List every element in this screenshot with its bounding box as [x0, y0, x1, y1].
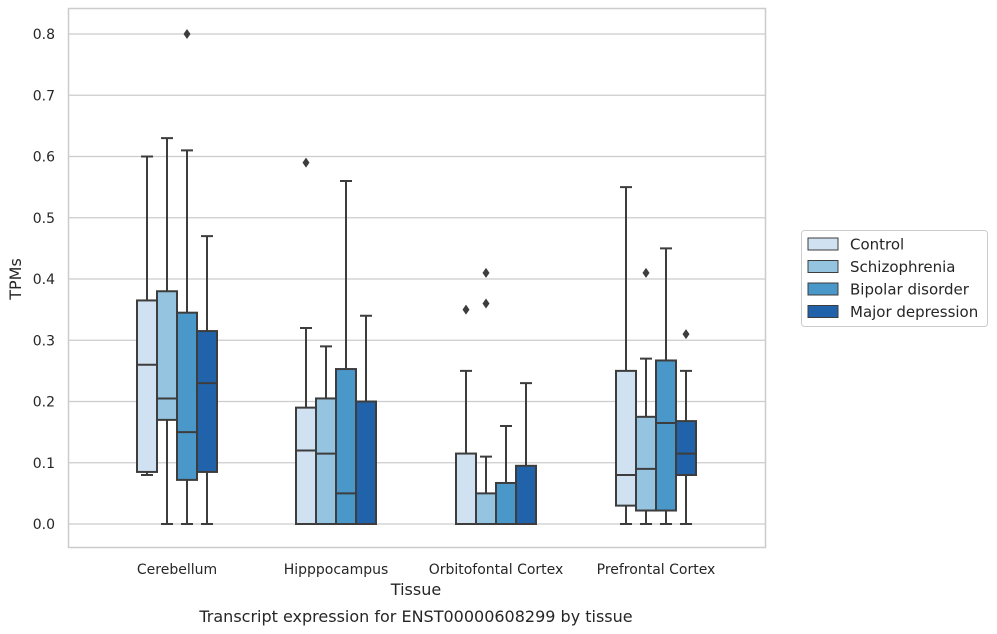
y-tick-label: 0.1 — [33, 456, 55, 472]
x-tick-label: Prefrontal Cortex — [597, 562, 716, 578]
legend: Control Schizophrenia Bipolar disorder Majo… — [801, 230, 988, 327]
iqr-box — [335, 368, 357, 525]
y-tick-label: 0.5 — [33, 211, 55, 227]
legend-swatch — [807, 305, 839, 318]
iqr-box — [675, 420, 697, 477]
iqr-box — [655, 359, 677, 512]
legend-label: Major depression — [850, 303, 978, 321]
iqr-box — [355, 400, 377, 525]
box-2-2 — [495, 425, 517, 525]
box-0-1 — [295, 157, 317, 525]
outlier-point — [642, 267, 650, 278]
box-2-3 — [655, 247, 677, 525]
box-3-1 — [355, 314, 377, 525]
iqr-box — [156, 290, 178, 421]
outlier-point — [482, 267, 490, 278]
legend-swatch — [807, 282, 839, 296]
iqr-box — [515, 464, 537, 525]
iqr-box — [615, 369, 637, 507]
outlier-point — [682, 329, 690, 340]
legend-swatch — [807, 260, 839, 273]
iqr-box — [635, 415, 657, 512]
box-2-1 — [335, 180, 357, 525]
box-1-1 — [315, 345, 337, 525]
iqr-box — [196, 330, 218, 473]
iqr-box — [475, 492, 497, 525]
outlier-point — [482, 298, 490, 309]
iqr-box — [136, 299, 158, 473]
y-tick-label: 0.4 — [33, 272, 55, 288]
x-tick-label: Cerebellum — [137, 562, 217, 578]
legend-label: Bipolar disorder — [850, 281, 970, 299]
box-1-3 — [635, 267, 657, 525]
box-3-3 — [675, 329, 697, 525]
y-tick-label: 0.0 — [33, 517, 55, 533]
iqr-box — [455, 452, 477, 525]
x-tick-label: Orbitofontal Cortex — [429, 562, 564, 578]
y-tick-label: 0.2 — [33, 395, 55, 411]
iqr-box — [176, 311, 198, 481]
box-1-0 — [156, 137, 178, 525]
iqr-box — [315, 397, 337, 525]
x-tick-label: Hipppocampus — [284, 562, 389, 578]
box-0-2 — [455, 304, 477, 525]
box-2-0 — [176, 29, 198, 525]
figure-caption: Transcript expression for ENST0000060829… — [198, 607, 632, 626]
outlier-point — [462, 304, 470, 315]
plot-area-frame — [67, 7, 767, 549]
boxes — [136, 29, 697, 525]
y-tick-label: 0.8 — [33, 27, 55, 43]
box-3-0 — [196, 235, 218, 525]
y-axis-ticks: 0.0 0.1 0.2 0.3 0.4 0.5 0.6 0.7 0.8 — [33, 27, 55, 533]
legend-label: Control — [850, 236, 904, 254]
legend-swatch — [807, 237, 839, 251]
box-0-0 — [136, 155, 158, 476]
x-axis-label: Tissue — [390, 580, 441, 599]
box-3-2 — [515, 382, 537, 525]
y-axis-label: TPMs — [6, 258, 25, 301]
y-tick-label: 0.6 — [33, 150, 55, 166]
outlier-point — [302, 157, 310, 168]
y-tick-label: 0.7 — [33, 88, 55, 104]
iqr-box — [495, 481, 517, 525]
y-tick-label: 0.3 — [33, 333, 55, 349]
iqr-box — [295, 406, 317, 525]
box-1-2 — [475, 267, 497, 525]
legend-frame — [801, 230, 988, 327]
outlier-point — [183, 29, 191, 39]
legend-label: Schizophrenia — [850, 258, 955, 276]
box-0-3 — [615, 186, 637, 525]
x-axis-ticks: Cerebellum Hipppocampus Orbitofontal Corte… — [137, 562, 715, 578]
